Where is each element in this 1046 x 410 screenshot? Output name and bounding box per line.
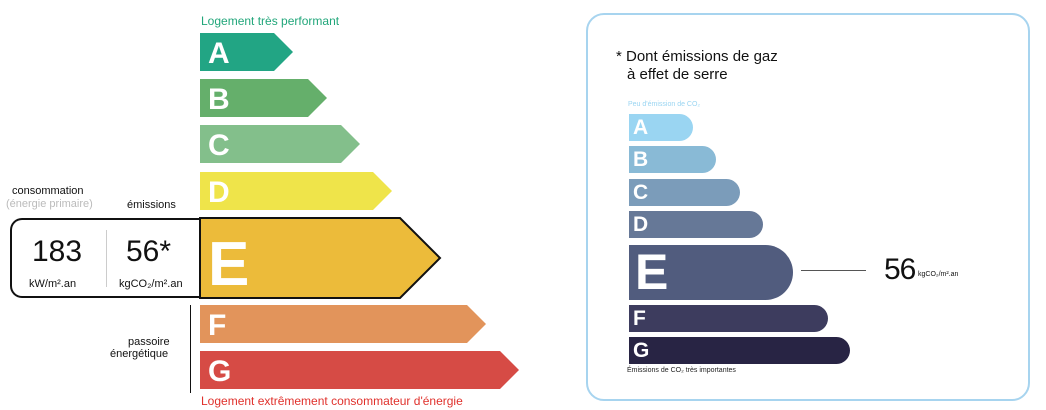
consumption-unit: kW/m².an [29, 278, 77, 290]
passoire-label-1: passoire [128, 336, 170, 348]
consumption-label: consommation [12, 185, 84, 197]
ges-title: * Dont émissions de gaz à effet de serre [616, 48, 778, 84]
ges-panel [586, 13, 1030, 401]
ges-top-caption: Peu d'émission de CO₂ [628, 101, 701, 108]
energy-class-b-arrow [200, 79, 327, 117]
top-caption: Logement très performant [201, 14, 340, 28]
divider [106, 230, 107, 287]
consumption-sublabel: (énergie primaire) [6, 198, 93, 210]
bottom-caption: Logement extrêmement consommateur d'éner… [201, 394, 463, 408]
ges-class-g-bar: G [629, 337, 850, 364]
energy-class-g-letter: G [208, 355, 231, 388]
energy-class-f-letter: F [208, 309, 226, 342]
ges-unit: kgCO₂/m².an [918, 271, 959, 278]
ges-title-line1: * Dont émissions de gaz [616, 48, 778, 65]
passoire-label-2: énergétique [110, 348, 169, 360]
ges-class-a-bar: A [629, 114, 693, 141]
energy-class-d-letter: D [208, 176, 230, 209]
energy-class-c-arrow [200, 125, 360, 163]
ges-pointer-line [801, 270, 866, 271]
passoire-bracket [190, 305, 191, 393]
energy-class-a-arrow [200, 33, 293, 71]
energy-class-c-letter: C [208, 129, 230, 162]
energy-class-g-arrow [200, 351, 519, 389]
energy-class-e-arrow [199, 217, 442, 299]
value-box [10, 218, 200, 298]
ges-value: 56 [884, 253, 916, 286]
ges-class-e-bar: E [629, 245, 793, 300]
emissions-unit: kgCO₂/m².an [119, 278, 183, 290]
energy-class-a-letter: A [208, 37, 230, 70]
ges-class-c-bar: C [629, 179, 740, 206]
ges-class-f-bar: F [629, 305, 828, 332]
energy-class-f-arrow [200, 305, 486, 343]
energy-class-d-arrow [200, 172, 392, 210]
emissions-label: émissions [127, 199, 176, 211]
ges-class-d-bar: D [629, 211, 763, 238]
emissions-value: 56* [126, 235, 172, 268]
ges-bottom-caption: Émissions de CO₂ très importantes [627, 367, 736, 374]
energy-class-e-letter: E [208, 230, 249, 299]
consumption-value: 183 [32, 235, 83, 268]
ges-title-line2: à effet de serre [627, 66, 728, 83]
ges-class-b-bar: B [629, 146, 716, 173]
energy-class-b-letter: B [208, 83, 230, 116]
